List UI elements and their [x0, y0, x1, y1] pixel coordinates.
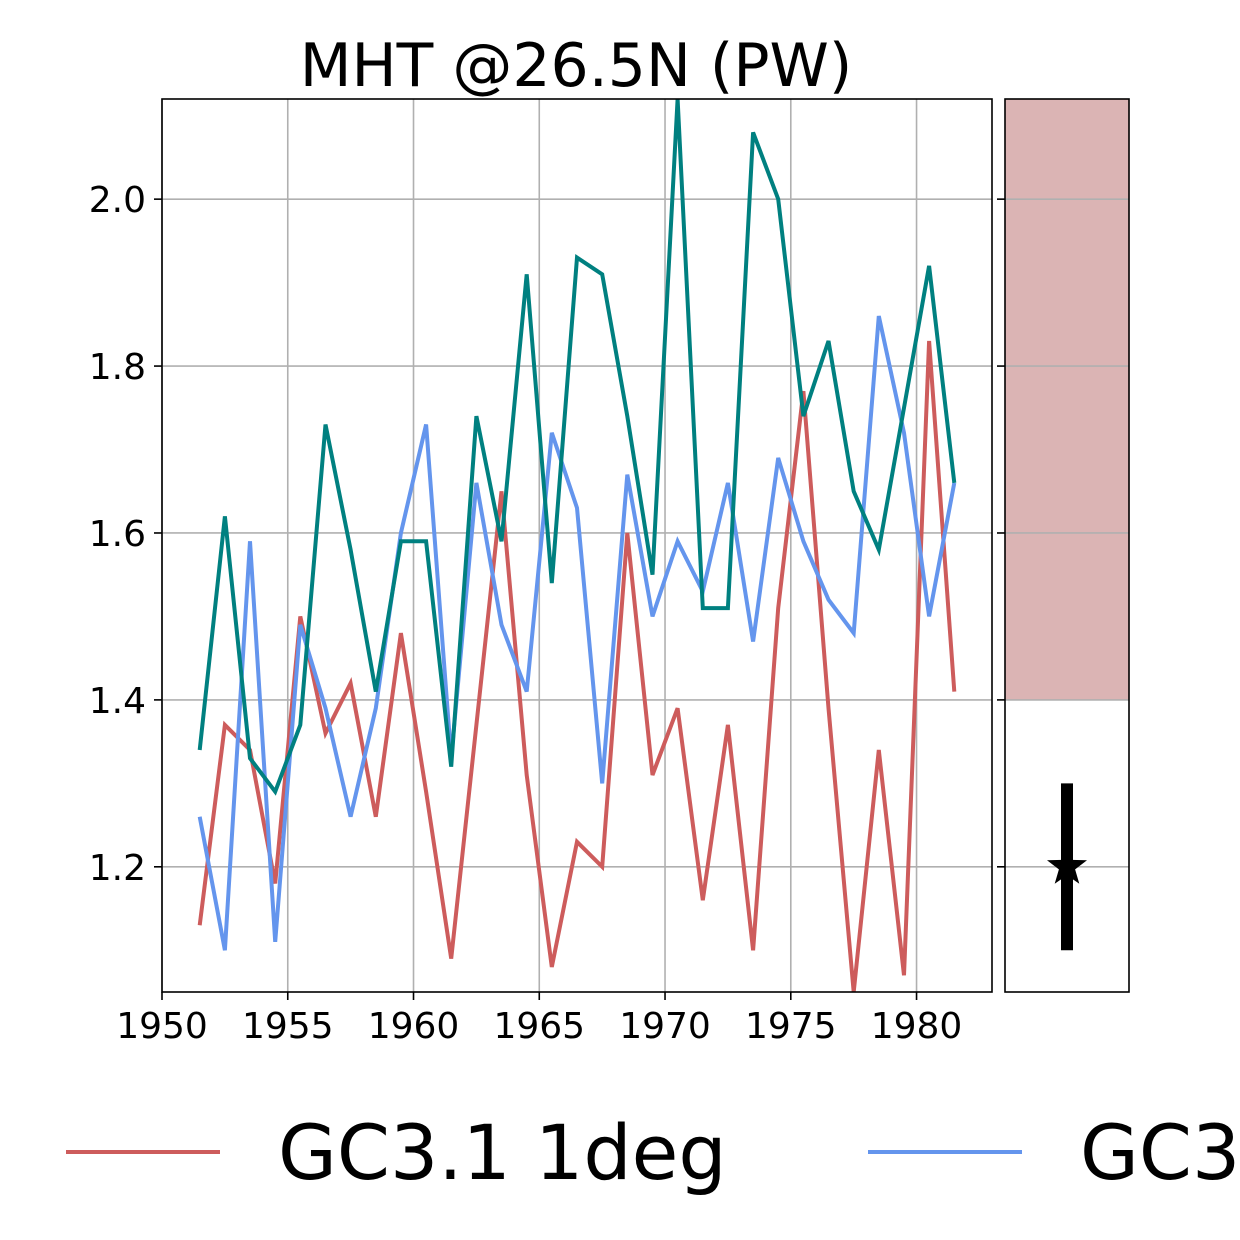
legend-label: GC3.1 1deg	[278, 1108, 727, 1197]
side-panel-frame	[1004, 98, 1130, 993]
main-plot-series	[197, 99, 957, 992]
x-tick-label: 1955	[242, 1006, 334, 1047]
y-tick-label: 1.2	[89, 848, 146, 889]
series-line-3	[197, 99, 957, 796]
main-plot-ticks: 1950 1955 1960 1965 1970 1975 1980 1.2 1.4 1.6 1.8…	[89, 180, 963, 1047]
side-shaded-range	[1005, 99, 1129, 700]
main-plot-frame	[161, 98, 993, 993]
y-tick-label: 1.8	[89, 347, 146, 388]
x-tick-label: 1970	[619, 1006, 711, 1047]
y-tick-label: 1.4	[89, 681, 146, 722]
legend: GC3.1 1deg GC3	[66, 1108, 1240, 1197]
y-tick-label: 2.0	[89, 180, 146, 221]
series-line-2	[197, 315, 957, 951]
x-tick-label: 1950	[116, 1006, 208, 1047]
side-panel	[997, 99, 1129, 951]
x-tick-label: 1980	[871, 1006, 963, 1047]
chart-title: MHT @26.5N (PW)	[300, 31, 852, 101]
main-plot-grid	[161, 99, 992, 992]
x-tick-label: 1960	[368, 1006, 460, 1047]
y-tick-label: 1.6	[89, 514, 146, 555]
x-tick-label: 1965	[493, 1006, 585, 1047]
legend-label: GC3	[1080, 1108, 1240, 1197]
series-line-1	[197, 340, 957, 992]
side-star-marker	[1047, 845, 1087, 884]
x-tick-label: 1975	[745, 1006, 837, 1047]
